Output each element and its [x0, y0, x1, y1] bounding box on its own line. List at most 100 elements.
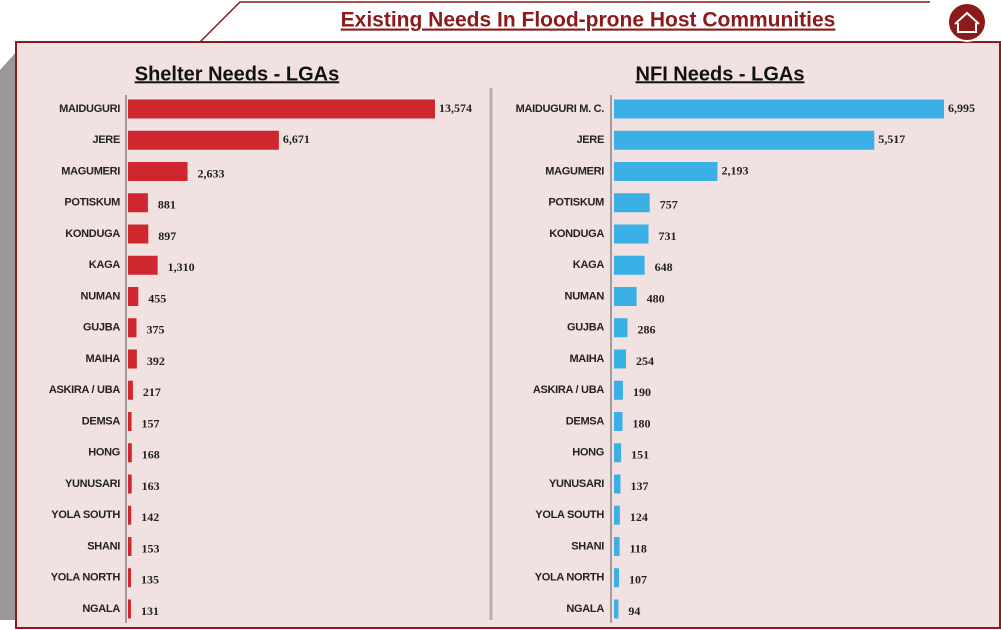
bar: [614, 599, 619, 619]
data-label: 118: [630, 541, 647, 555]
data-label: 2,633: [198, 166, 225, 180]
y-tick-label: KAGA: [573, 259, 605, 271]
y-tick-label: GUJBA: [567, 322, 604, 334]
data-label: 168: [142, 448, 160, 462]
y-tick-label: HONG: [88, 447, 120, 459]
bar: [128, 505, 132, 525]
bar: [614, 537, 620, 556]
chart-title: NFI Needs - LGAs: [636, 63, 805, 85]
data-label: 217: [143, 385, 161, 399]
y-tick-label: YOLA SOUTH: [51, 509, 120, 521]
data-label: 13,574: [439, 101, 472, 115]
y-tick-label: MAIHA: [85, 353, 120, 365]
data-label: 731: [658, 229, 676, 243]
bar: [128, 568, 132, 588]
bar: [614, 505, 620, 525]
y-tick-label: JERE: [576, 134, 604, 146]
bar: [614, 380, 623, 400]
data-label: 648: [655, 260, 673, 274]
data-label: 163: [142, 479, 160, 493]
bar: [614, 474, 621, 494]
bar: [128, 193, 148, 213]
y-tick-label: ASKIRA / UBA: [533, 384, 605, 396]
bar: [614, 287, 637, 306]
y-tick-label: HONG: [572, 447, 604, 459]
y-tick-label: YUNUSARI: [65, 478, 120, 490]
bar: [128, 349, 137, 369]
y-tick-label: KONDUGA: [549, 228, 604, 240]
y-tick-label: MAGUMERI: [545, 165, 604, 177]
data-label: 6,671: [283, 132, 310, 146]
bar: [128, 599, 131, 619]
data-label: 375: [146, 323, 164, 337]
bar: [614, 193, 650, 213]
y-tick-label: JERE: [92, 134, 120, 146]
data-label: 2,193: [721, 163, 748, 177]
data-label: 153: [141, 541, 159, 555]
y-tick-label: KONDUGA: [65, 228, 120, 240]
bar: [614, 224, 649, 244]
y-tick-label: NUMAN: [565, 290, 605, 302]
data-label: 151: [631, 448, 649, 462]
data-label: 881: [158, 198, 176, 212]
bar: [614, 255, 645, 275]
bar: [614, 568, 620, 588]
y-tick-label: DEMSA: [566, 415, 605, 427]
y-tick-label: SHANI: [87, 540, 120, 552]
y-tick-label: MAIDUGURI M. C.: [516, 103, 605, 115]
bar: [614, 349, 626, 369]
bar: [128, 255, 158, 275]
bar: [128, 380, 133, 400]
data-label: 480: [647, 291, 665, 305]
bar: [128, 537, 132, 556]
data-label: 180: [632, 416, 650, 430]
data-label: 5,517: [878, 132, 905, 146]
bar: [128, 130, 279, 150]
data-label: 455: [148, 291, 166, 305]
bar: [614, 130, 875, 150]
y-tick-label: YOLA NORTH: [51, 572, 121, 584]
data-label: 94: [628, 604, 640, 618]
y-tick-label: NGALA: [82, 603, 120, 615]
y-tick-label: YOLA SOUTH: [535, 509, 604, 521]
data-label: 897: [158, 229, 176, 243]
y-tick-label: YUNUSARI: [549, 478, 604, 490]
y-tick-label: ASKIRA / UBA: [49, 384, 121, 396]
bar: [614, 99, 944, 119]
bar: [614, 412, 623, 431]
bar: [128, 99, 435, 119]
icon-house: [954, 11, 980, 33]
data-label: 135: [141, 573, 159, 587]
data-label: 1,310: [168, 260, 195, 274]
y-tick-label: POTISKUM: [548, 197, 604, 209]
data-label: 757: [660, 198, 678, 212]
page-title: Existing Needs In Flood-prone Host Commu…: [341, 9, 836, 32]
bar: [614, 443, 622, 463]
data-label: 137: [630, 479, 648, 493]
data-label: 142: [141, 510, 159, 524]
y-tick-label: KAGA: [89, 259, 121, 271]
chart-title: Shelter Needs - LGAs: [135, 63, 340, 85]
bar: [128, 443, 132, 463]
header-line: [199, 1, 930, 43]
y-tick-label: MAIHA: [569, 353, 604, 365]
bar: [128, 318, 137, 338]
y-tick-label: SHANI: [571, 540, 604, 552]
data-label: 6,995: [948, 101, 975, 115]
y-tick-label: POTISKUM: [64, 197, 120, 209]
bar: [128, 162, 188, 181]
y-tick-label: GUJBA: [83, 322, 120, 334]
data-label: 392: [147, 354, 165, 368]
bar: [128, 287, 139, 306]
y-tick-label: MAGUMERI: [61, 165, 120, 177]
data-label: 254: [636, 354, 654, 368]
icon: [947, 2, 987, 42]
y-tick-label: DEMSA: [82, 415, 121, 427]
y-tick-label: NGALA: [566, 603, 604, 615]
y-tick-label: YOLA NORTH: [535, 572, 605, 584]
data-label: 131: [141, 604, 159, 618]
data-label: 286: [637, 323, 655, 337]
bar: [128, 474, 132, 494]
data-label: 157: [142, 416, 160, 430]
